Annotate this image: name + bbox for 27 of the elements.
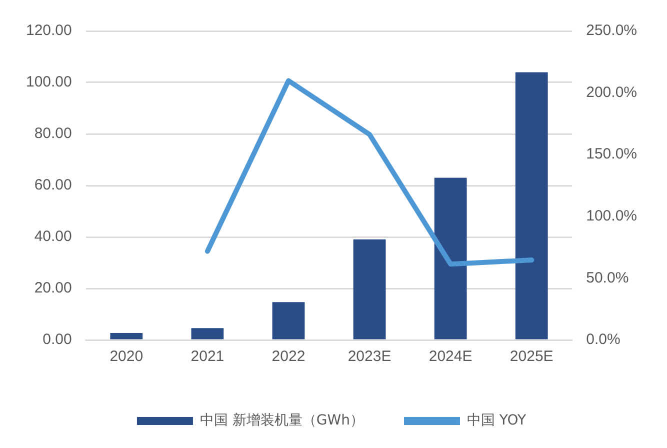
y2-tick-label: 100.0% [586, 208, 637, 225]
legend-label: 中国 新增装机量（GWh） [200, 412, 364, 429]
x-tick-label: 2023E [348, 348, 392, 366]
y2-tick-label: 250.0% [586, 22, 637, 40]
x-tick-label: 2022 [272, 348, 306, 366]
y2-tick-label: 150.0% [586, 146, 637, 163]
bar [515, 72, 548, 340]
y2-tick-label: 200.0% [586, 84, 637, 101]
y-tick-label: 0.00 [42, 331, 72, 348]
bar [191, 328, 224, 340]
x-tick-label: 2025E [510, 348, 554, 366]
y-tick-label: 100.00 [26, 74, 72, 91]
bar [110, 333, 143, 340]
bar [272, 302, 305, 340]
x-tick-label: 2024E [428, 348, 472, 366]
bar [353, 239, 386, 340]
x-tick-label: 2020 [110, 348, 144, 366]
y2-tick-label: 0.0% [586, 331, 620, 348]
y-tick-label: 80.00 [34, 125, 72, 142]
y-tick-label: 60.00 [34, 176, 72, 194]
y-tick-label: 120.00 [26, 22, 72, 40]
x-tick-label: 2021 [190, 348, 224, 366]
y2-tick-label: 50.0% [586, 269, 629, 286]
y-tick-label: 40.00 [34, 228, 72, 246]
legend-label: 中国 YOY [466, 412, 526, 429]
bar [434, 178, 467, 340]
y-tick-label: 20.00 [34, 280, 72, 297]
